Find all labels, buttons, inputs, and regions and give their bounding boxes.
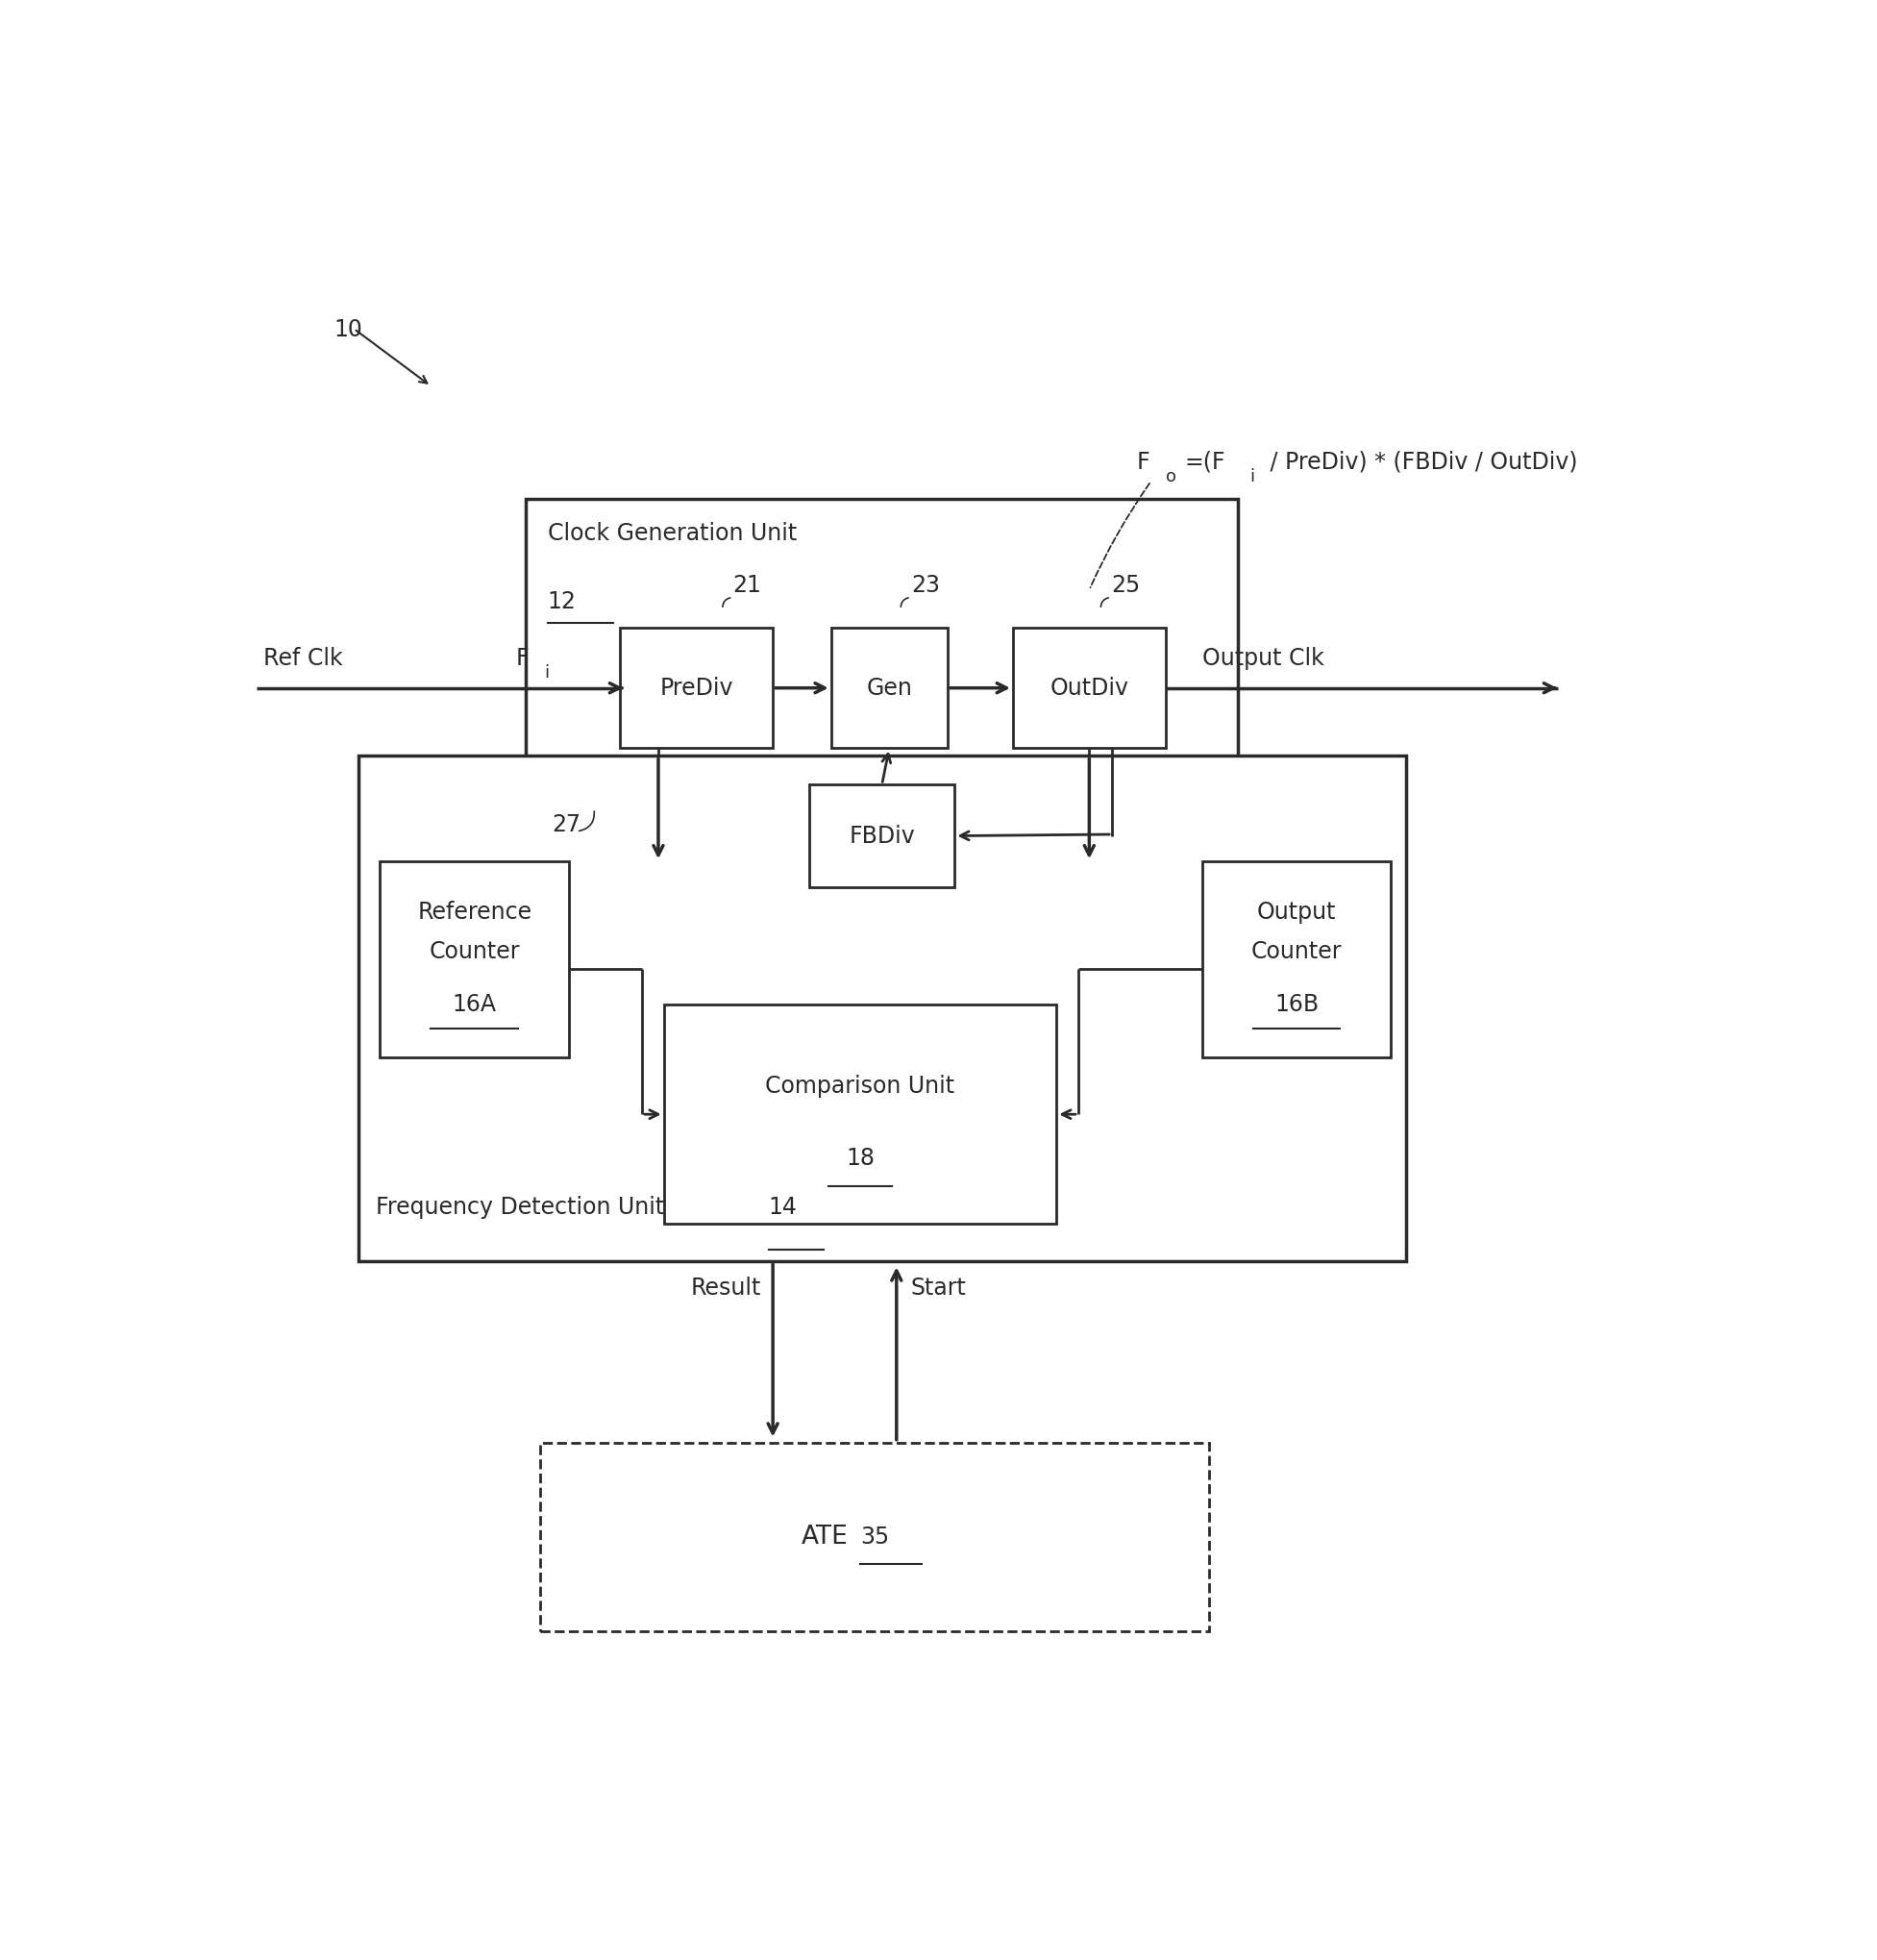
- Bar: [1201, 862, 1391, 1058]
- Bar: [664, 1005, 1057, 1223]
- Text: Start: Start: [910, 1276, 967, 1299]
- Bar: [526, 500, 1239, 868]
- Text: 27: 27: [552, 813, 580, 835]
- Text: Output: Output: [1258, 902, 1336, 923]
- Text: Reference: Reference: [417, 902, 531, 923]
- Text: Result: Result: [691, 1276, 762, 1299]
- Text: o: o: [1166, 468, 1177, 486]
- Bar: [379, 862, 569, 1058]
- Text: Output Clk: Output Clk: [1201, 647, 1323, 670]
- Text: / PreDiv) * (FBDiv / OutDiv): / PreDiv) * (FBDiv / OutDiv): [1263, 451, 1579, 474]
- Text: 21: 21: [732, 574, 762, 598]
- Bar: [832, 627, 948, 749]
- Text: Comparison Unit: Comparison Unit: [766, 1074, 955, 1098]
- Text: 16B: 16B: [1274, 994, 1320, 1017]
- Text: 14: 14: [768, 1196, 798, 1219]
- Text: F: F: [516, 647, 529, 670]
- Text: Frequency Detection Unit: Frequency Detection Unit: [375, 1196, 664, 1219]
- Text: 35: 35: [860, 1525, 890, 1548]
- Text: FBDiv: FBDiv: [848, 825, 914, 847]
- Text: 25: 25: [1111, 574, 1139, 598]
- Text: 18: 18: [847, 1147, 875, 1170]
- Bar: [541, 1443, 1209, 1631]
- Bar: [359, 757, 1406, 1262]
- Text: =(F: =(F: [1184, 451, 1226, 474]
- Text: Ref Clk: Ref Clk: [263, 647, 343, 670]
- Text: Clock Generation Unit: Clock Generation Unit: [548, 521, 796, 545]
- Text: OutDiv: OutDiv: [1049, 676, 1128, 700]
- Bar: [809, 784, 955, 888]
- Text: ATE: ATE: [801, 1525, 848, 1550]
- Text: 12: 12: [548, 590, 576, 613]
- Text: Gen: Gen: [865, 676, 912, 700]
- Text: Counter: Counter: [430, 941, 520, 962]
- Text: 16A: 16A: [452, 994, 497, 1017]
- Text: PreDiv: PreDiv: [659, 676, 734, 700]
- Bar: [1014, 627, 1166, 749]
- Text: Counter: Counter: [1252, 941, 1342, 962]
- Text: F: F: [1137, 451, 1149, 474]
- Text: i: i: [544, 664, 550, 682]
- Bar: [619, 627, 773, 749]
- Text: i: i: [1250, 468, 1256, 486]
- Text: 10: 10: [334, 318, 362, 341]
- Text: 23: 23: [910, 574, 940, 598]
